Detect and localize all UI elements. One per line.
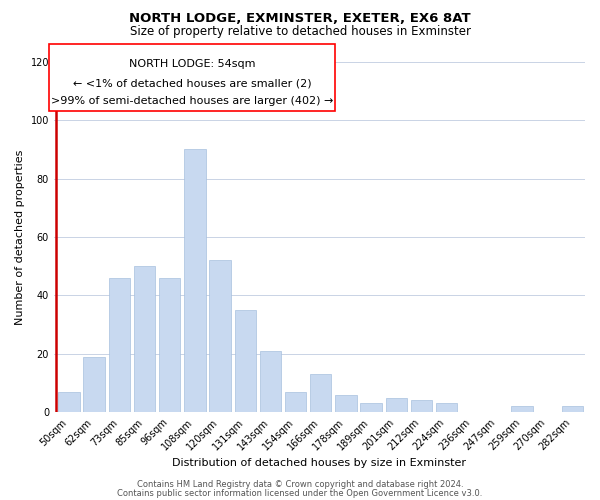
Bar bbox=[310, 374, 331, 412]
Bar bbox=[410, 400, 432, 412]
Text: NORTH LODGE: 54sqm: NORTH LODGE: 54sqm bbox=[129, 60, 255, 70]
Bar bbox=[159, 278, 181, 412]
Bar bbox=[511, 406, 533, 412]
Text: Size of property relative to detached houses in Exminster: Size of property relative to detached ho… bbox=[130, 25, 470, 38]
Bar bbox=[335, 394, 356, 412]
Text: >99% of semi-detached houses are larger (402) →: >99% of semi-detached houses are larger … bbox=[51, 96, 333, 106]
Bar bbox=[209, 260, 231, 412]
Bar bbox=[562, 406, 583, 412]
Bar bbox=[235, 310, 256, 412]
FancyBboxPatch shape bbox=[49, 44, 335, 111]
Bar bbox=[58, 392, 80, 412]
Bar bbox=[109, 278, 130, 412]
Y-axis label: Number of detached properties: Number of detached properties bbox=[15, 150, 25, 324]
Bar bbox=[386, 398, 407, 412]
Text: NORTH LODGE, EXMINSTER, EXETER, EX6 8AT: NORTH LODGE, EXMINSTER, EXETER, EX6 8AT bbox=[129, 12, 471, 26]
Bar bbox=[260, 351, 281, 412]
X-axis label: Distribution of detached houses by size in Exminster: Distribution of detached houses by size … bbox=[172, 458, 466, 468]
Bar bbox=[436, 404, 457, 412]
Text: Contains HM Land Registry data © Crown copyright and database right 2024.: Contains HM Land Registry data © Crown c… bbox=[137, 480, 463, 489]
Text: Contains public sector information licensed under the Open Government Licence v3: Contains public sector information licen… bbox=[118, 488, 482, 498]
Bar bbox=[83, 356, 105, 412]
Text: ← <1% of detached houses are smaller (2): ← <1% of detached houses are smaller (2) bbox=[73, 78, 311, 88]
Bar bbox=[134, 266, 155, 412]
Bar bbox=[184, 150, 206, 412]
Bar bbox=[285, 392, 306, 412]
Bar bbox=[361, 404, 382, 412]
